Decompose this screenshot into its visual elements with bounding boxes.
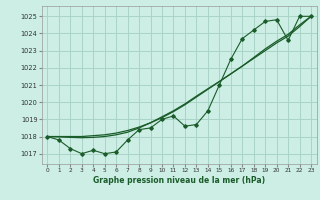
X-axis label: Graphe pression niveau de la mer (hPa): Graphe pression niveau de la mer (hPa) [93,176,265,185]
